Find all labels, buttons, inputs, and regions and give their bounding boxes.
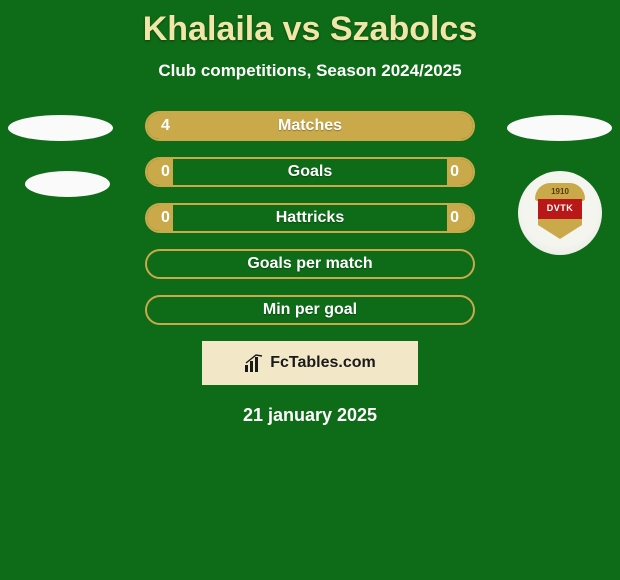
badge-year: 1910 xyxy=(535,183,585,201)
season-subtitle: Club competitions, Season 2024/2025 xyxy=(0,61,620,81)
stat-bar-row: Min per goal xyxy=(145,295,475,325)
watermark-text: FcTables.com xyxy=(270,354,376,372)
chart-icon xyxy=(244,353,264,373)
player1-name: Khalaila xyxy=(143,10,273,48)
snapshot-date: 21 january 2025 xyxy=(0,405,620,426)
stat-bar-row: 4Matches xyxy=(145,111,475,141)
watermark: FcTables.com xyxy=(202,341,418,385)
right-placeholder-group xyxy=(507,115,612,141)
player2-name: Szabolcs xyxy=(330,10,477,48)
stat-bar-row: Goals per match xyxy=(145,249,475,279)
vs-separator: vs xyxy=(283,10,321,48)
right-placeholder-1 xyxy=(507,115,612,141)
left-placeholder-group xyxy=(8,115,113,227)
bar-label: Min per goal xyxy=(147,297,473,323)
comparison-title: Khalaila vs Szabolcs xyxy=(0,0,620,49)
badge-initials: DVTK xyxy=(538,199,582,239)
stat-bars: 4Matches 00Goals 00Hattricks Goals per matc… xyxy=(145,111,475,325)
bar-label: Goals per match xyxy=(147,251,473,277)
comparison-content: 1910 DVTK 4Matches 00Goals 00Hattricks Goal… xyxy=(0,111,620,426)
bar-label: Matches xyxy=(147,113,473,139)
stat-bar-row: 00Goals xyxy=(145,157,475,187)
bar-label: Hattricks xyxy=(147,205,473,231)
left-placeholder-1 xyxy=(8,115,113,141)
bar-label: Goals xyxy=(147,159,473,185)
club-badge-inner: 1910 DVTK xyxy=(530,183,590,243)
stat-bar-row: 00Hattricks xyxy=(145,203,475,233)
club-badge: 1910 DVTK xyxy=(518,171,602,255)
left-placeholder-2 xyxy=(25,171,110,197)
